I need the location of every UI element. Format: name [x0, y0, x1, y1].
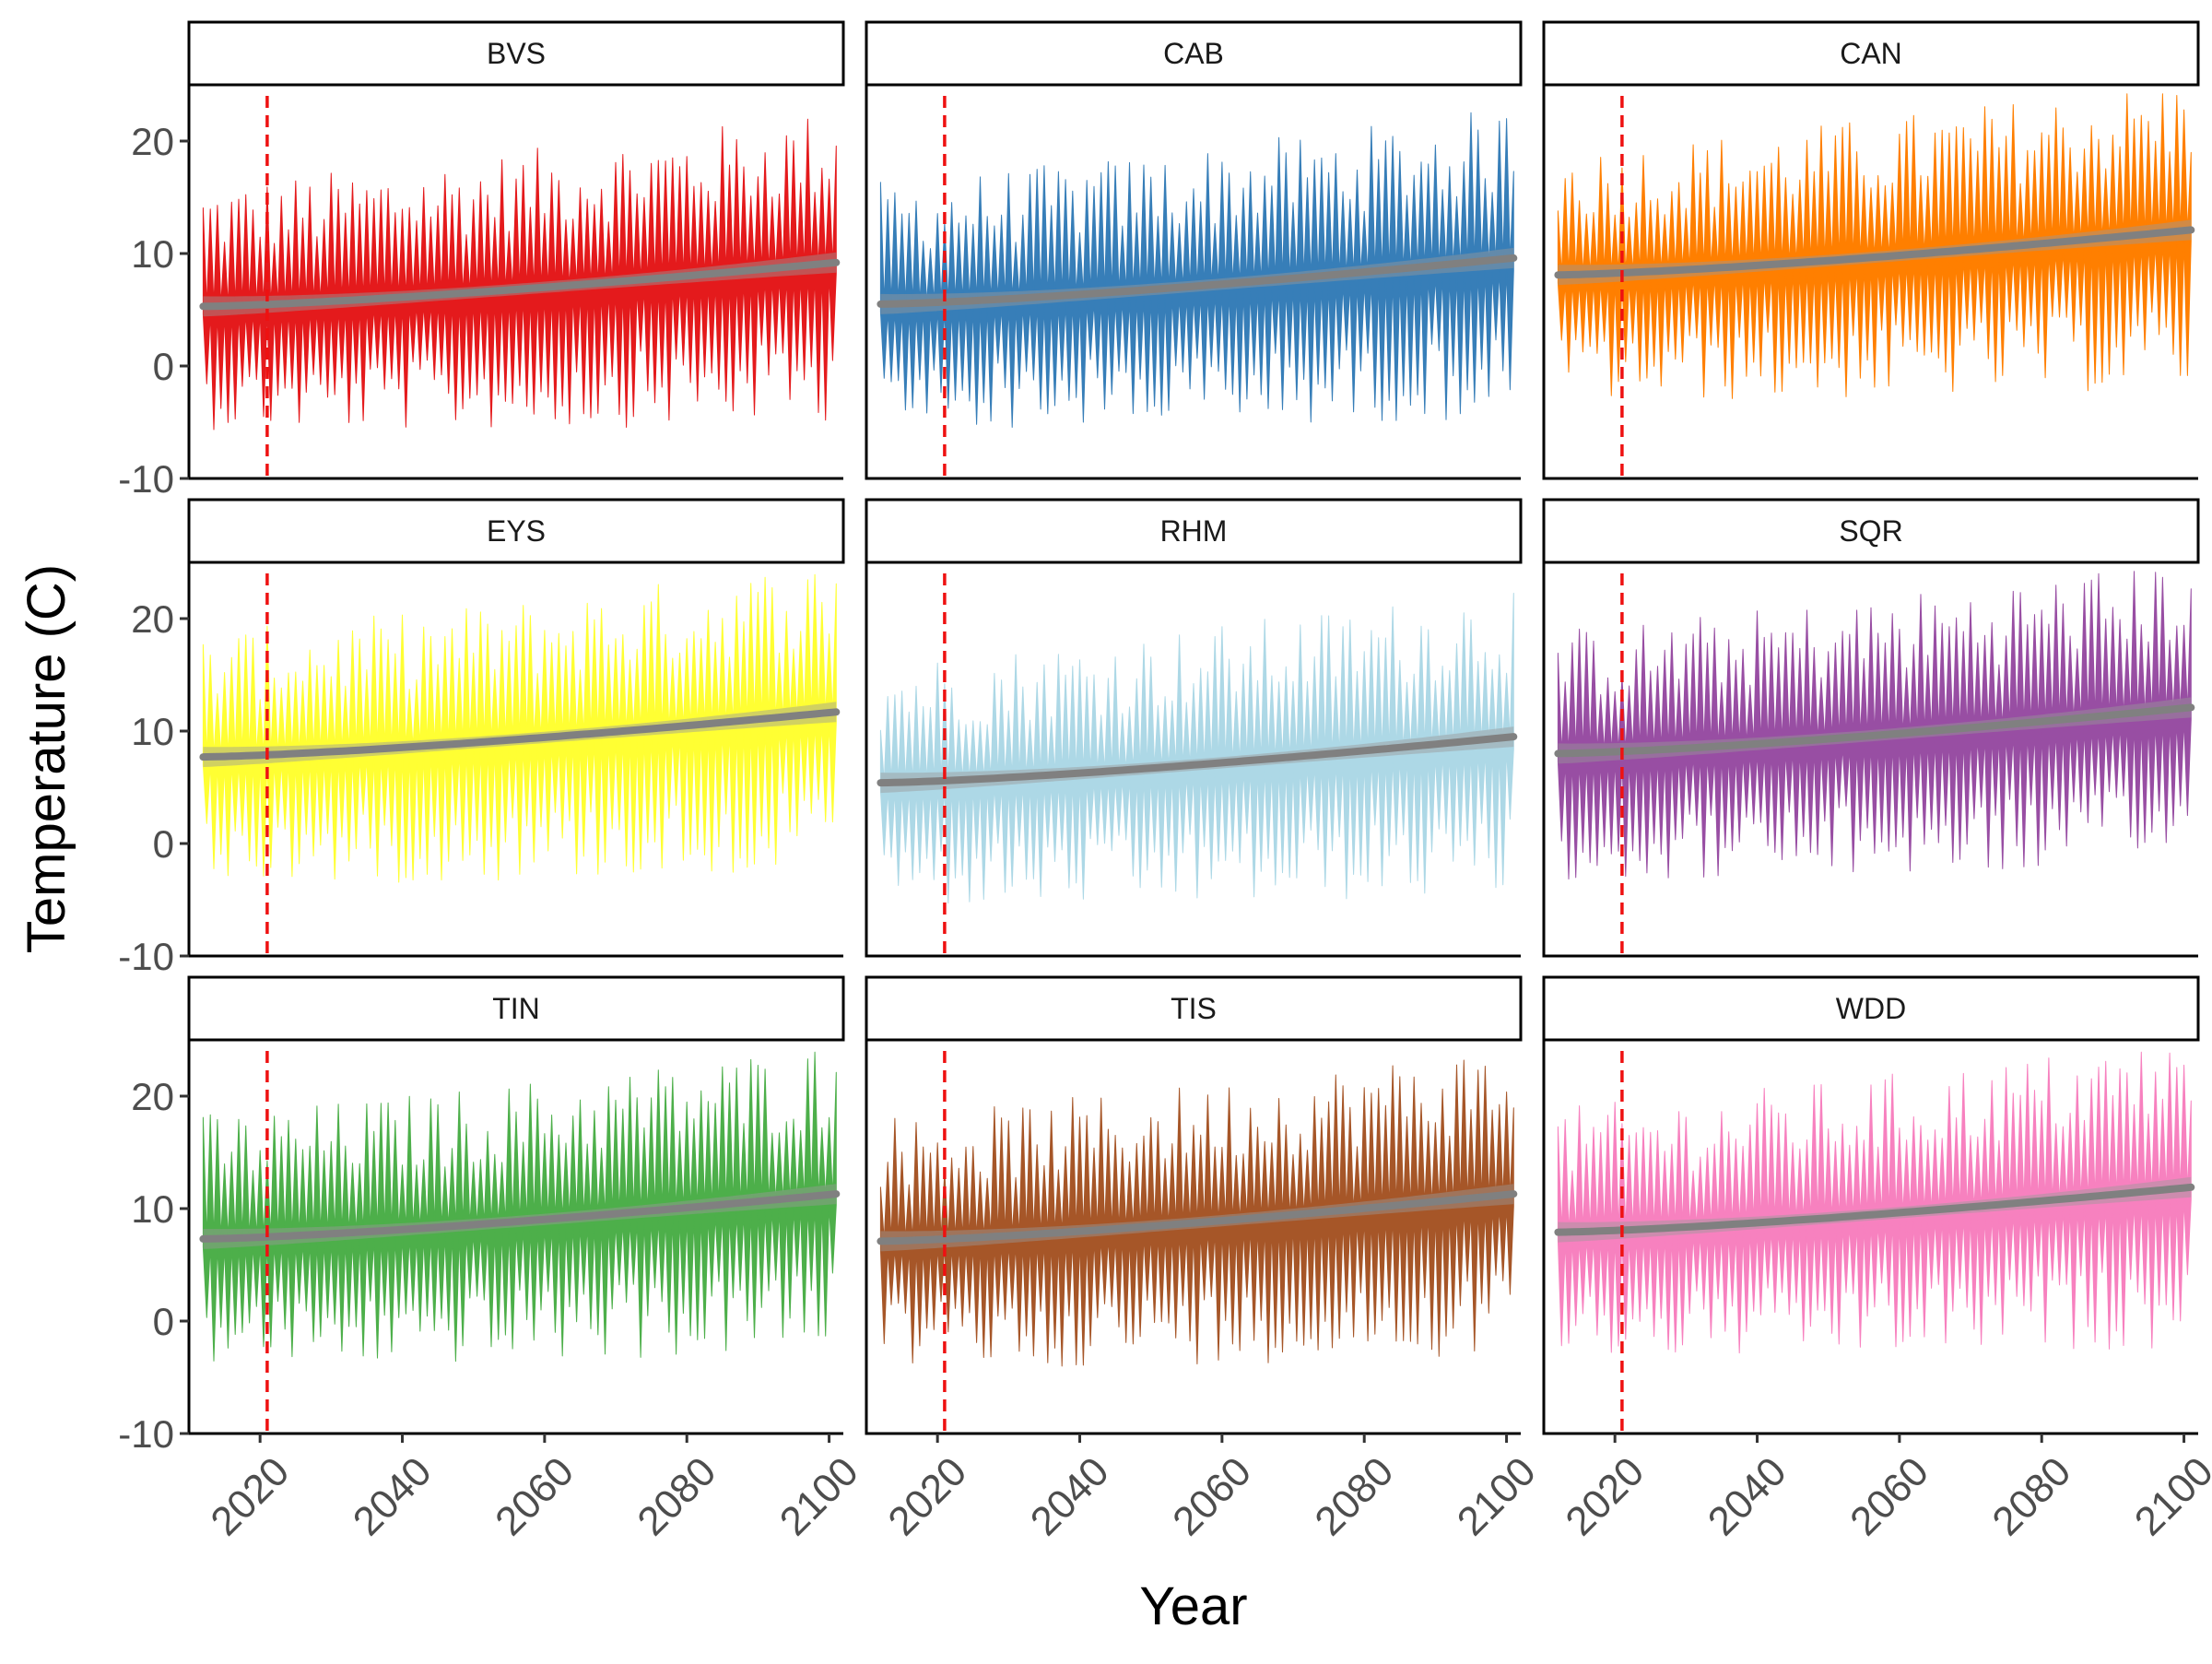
- series-area-eys: [202, 573, 837, 883]
- y-tick-label-bvs-0: 0: [153, 345, 174, 388]
- x-tick-label-tis-2020: 2020: [879, 1448, 975, 1544]
- strip-label-bvs: BVS: [487, 37, 546, 70]
- trend-line-sqr: [1554, 703, 2195, 758]
- series-area-tis: [879, 1059, 1514, 1367]
- trend-line-rhm: [877, 733, 1518, 787]
- y-axis-title: Temperature (C): [17, 564, 76, 953]
- series-area-sqr: [1557, 571, 2192, 879]
- strip-rhm: [865, 498, 1523, 564]
- strip-label-cab: CAB: [1163, 37, 1224, 70]
- strip-bvs: [187, 20, 845, 87]
- x-tick-label-tin-2020: 2020: [202, 1448, 298, 1544]
- trend-line-wdd: [1554, 1183, 2195, 1236]
- y-tick-label-bvs-10: 10: [131, 232, 174, 276]
- y-tick-label-eys-20: 20: [131, 597, 174, 641]
- y-tick-label-tin-10: 10: [131, 1187, 174, 1231]
- x-tick-label-wdd-2040: 2040: [1700, 1448, 1795, 1544]
- x-tick-label-wdd-2080: 2080: [1983, 1448, 2079, 1544]
- series-area-bvs: [202, 118, 837, 431]
- strip-label-eys: EYS: [487, 514, 546, 548]
- trend-line-eys: [199, 708, 841, 761]
- x-tick-label-tin-2040: 2040: [345, 1448, 441, 1544]
- y-tick-label-eys--10: -10: [118, 935, 174, 978]
- trend-line-cab: [877, 254, 1518, 308]
- y-tick-label-tin-20: 20: [131, 1075, 174, 1118]
- x-tick-label-tis-2080: 2080: [1306, 1448, 1402, 1544]
- x-tick-label-tis-2100: 2100: [1449, 1448, 1545, 1544]
- strip-sqr: [1542, 498, 2200, 564]
- x-tick-label-tin-2100: 2100: [771, 1448, 867, 1544]
- strip-wdd: [1542, 975, 2200, 1042]
- x-tick-label-tis-2060: 2060: [1164, 1448, 1260, 1544]
- strip-label-can: CAN: [1840, 37, 1902, 70]
- strip-label-tis: TIS: [1171, 992, 1217, 1025]
- x-tick-label-tin-2080: 2080: [629, 1448, 724, 1544]
- trend-line-tin: [199, 1190, 841, 1243]
- strip-cab: [865, 20, 1523, 87]
- y-tick-label-eys-0: 0: [153, 822, 174, 866]
- x-axis-title: Year: [1139, 1576, 1247, 1636]
- trend-line-tis: [877, 1190, 1518, 1245]
- trend-line-bvs: [199, 258, 841, 311]
- strip-label-sqr: SQR: [1839, 514, 1902, 548]
- trend-line-can: [1554, 226, 2195, 279]
- strip-tis: [865, 975, 1523, 1042]
- x-tick-label-wdd-2020: 2020: [1557, 1448, 1653, 1544]
- y-tick-label-bvs--10: -10: [118, 457, 174, 501]
- strip-eys: [187, 498, 845, 564]
- strip-label-wdd: WDD: [1836, 992, 1906, 1025]
- series-area-tin: [202, 1051, 837, 1363]
- strip-label-rhm: RHM: [1160, 514, 1228, 548]
- y-tick-label-bvs-20: 20: [131, 120, 174, 163]
- x-tick-label-tis-2040: 2040: [1022, 1448, 1118, 1544]
- x-tick-label-wdd-2060: 2060: [1841, 1448, 1937, 1544]
- series-area-cab: [879, 112, 1514, 428]
- y-tick-label-tin-0: 0: [153, 1300, 174, 1343]
- strip-can: [1542, 20, 2200, 87]
- series-area-can: [1557, 93, 2192, 399]
- x-tick-label-tin-2060: 2060: [487, 1448, 582, 1544]
- strip-tin: [187, 975, 845, 1042]
- x-tick-label-wdd-2100: 2100: [2126, 1448, 2212, 1544]
- series-area-rhm: [879, 593, 1514, 904]
- y-tick-label-eys-10: 10: [131, 710, 174, 753]
- strip-label-tin: TIN: [492, 992, 540, 1025]
- y-tick-label-tin--10: -10: [118, 1412, 174, 1456]
